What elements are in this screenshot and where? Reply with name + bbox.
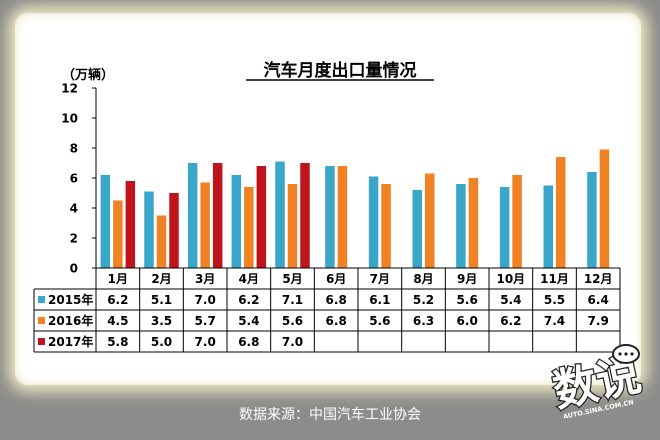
legend-swatch-2017年 [38, 338, 45, 345]
bar-2017年-5月 [300, 163, 310, 268]
bar-2015年-7月 [368, 176, 379, 268]
table-cell-value: 6.2 [107, 293, 128, 307]
bar-2015年-10月 [499, 187, 510, 268]
table-cell-value: 6.2 [238, 293, 259, 307]
bar-2015年-12月 [587, 172, 597, 268]
bar-2016年-11月 [556, 157, 566, 268]
bar-2015年-9月 [456, 184, 466, 268]
y-tick-label: 4 [70, 202, 78, 216]
bar-2015年-1月 [100, 175, 111, 268]
table-cell-value: 5.5 [544, 293, 565, 307]
table-cell-value: 7.0 [195, 335, 216, 349]
table-cell-value: 5.4 [500, 293, 521, 307]
legend-swatch-2015年 [38, 296, 45, 303]
x-category-label: 10月 [496, 272, 525, 286]
bar-2016年-4月 [244, 187, 254, 268]
data-source-note: 数据来源：中国汽车工业协会 [239, 407, 421, 423]
y-tick-label: 8 [70, 142, 78, 156]
bar-2016年-6月 [337, 166, 348, 268]
table-cell-value: 7.4 [544, 314, 565, 328]
table-cell-value: 4.5 [107, 314, 128, 328]
legend-label: 2017年 [48, 334, 93, 349]
bar-2016年-5月 [287, 184, 298, 268]
x-category-label: 11月 [540, 272, 569, 286]
table-cell-value: 5.6 [457, 293, 478, 307]
bar-2017年-3月 [212, 163, 223, 268]
x-category-label: 12月 [584, 272, 613, 286]
legend-swatch-2016年 [38, 317, 45, 324]
x-category-label: 2月 [151, 272, 171, 286]
x-category-label: 3月 [195, 272, 215, 286]
table-cell-value: 5.4 [238, 314, 259, 328]
bar-2015年-11月 [543, 185, 553, 268]
bar-2016年-9月 [468, 178, 479, 268]
bar-2016年-3月 [200, 182, 210, 268]
bar-2016年-12月 [599, 149, 610, 268]
y-tick-label: 12 [61, 82, 78, 96]
bar-2016年-8月 [425, 173, 435, 268]
legend-label: 2015年 [48, 292, 93, 307]
bar-2016年-1月 [113, 200, 123, 268]
chart-title: 汽车月度出口量情况 [264, 60, 417, 81]
table-cell-value: 7.1 [282, 293, 303, 307]
table-cell-value: 6.4 [588, 293, 609, 307]
x-category-label: 6月 [326, 272, 346, 286]
x-category-label: 5月 [282, 272, 302, 286]
bar-2015年-4月 [231, 175, 242, 268]
bar-2016年-7月 [381, 184, 391, 268]
table-cell-value: 6.1 [369, 293, 390, 307]
x-category-label: 9月 [457, 272, 477, 286]
table-cell-value: 5.6 [282, 314, 303, 328]
table-cell-value: 5.1 [151, 293, 172, 307]
table-cell-value: 7.0 [282, 335, 303, 349]
y-axis-unit-label: （万辆） [62, 67, 114, 83]
table-cell-value: 7.9 [588, 314, 609, 328]
table-cell-value: 5.2 [413, 293, 434, 307]
y-tick-label: 10 [61, 112, 78, 126]
bar-2017年-4月 [256, 166, 267, 268]
table-cell-value: 5.8 [107, 335, 128, 349]
bar-2015年-8月 [412, 190, 422, 268]
bar-2015年-5月 [275, 161, 285, 268]
x-category-label: 7月 [370, 272, 390, 286]
table-cell-value: 6.8 [326, 314, 347, 328]
table-cell-value: 5.6 [369, 314, 390, 328]
x-category-label: 1月 [108, 272, 128, 286]
bar-2016年-2月 [156, 215, 167, 268]
table-cell-value: 6.0 [457, 314, 478, 328]
bar-2016年-10月 [512, 175, 522, 268]
table-cell-value: 6.8 [326, 293, 347, 307]
table-cell-value: 6.2 [500, 314, 521, 328]
sina-shuoshuo-logo: 数说 AUTO.SINA.COM.CN [548, 344, 644, 418]
y-tick-label: 6 [70, 172, 78, 186]
bar-2017年-1月 [125, 181, 136, 268]
table-cell-value: 3.5 [151, 314, 172, 328]
table-cell-value: 6.3 [413, 314, 434, 328]
x-category-label: 8月 [413, 272, 433, 286]
table-cell-value: 5.7 [195, 314, 216, 328]
bar-2017年-2月 [169, 193, 179, 268]
y-tick-label: 2 [70, 232, 78, 246]
bar-2015年-3月 [187, 163, 198, 268]
bar-2015年-6月 [325, 166, 335, 268]
x-category-label: 4月 [239, 272, 259, 286]
table-cell-value: 6.8 [238, 335, 259, 349]
y-tick-label: 0 [70, 262, 78, 276]
legend-label: 2016年 [48, 313, 93, 328]
table-cell-value: 7.0 [195, 293, 216, 307]
table-cell-value: 5.0 [151, 335, 172, 349]
bar-2015年-2月 [144, 191, 154, 268]
